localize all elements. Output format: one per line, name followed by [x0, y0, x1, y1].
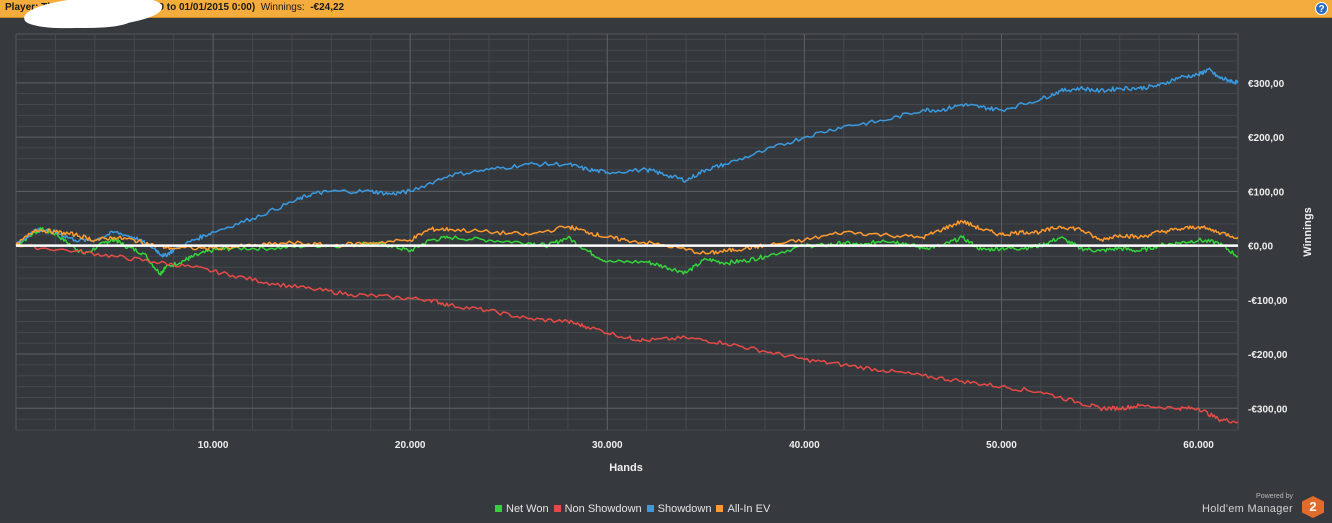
- help-icon[interactable]: ?: [1315, 2, 1328, 15]
- legend-label: Net Won: [506, 503, 549, 515]
- y-tick-label: -€300,00: [1248, 404, 1288, 415]
- legend-swatch: [716, 504, 724, 512]
- redaction-mark-lower: [40, 14, 130, 28]
- x-tick-label: 40.000: [789, 440, 820, 451]
- legend-item[interactable]: Net Won: [495, 503, 549, 515]
- y-axis-label: Winnings: [1302, 207, 1314, 256]
- branding: Powered by Hold'em Manager 2: [1184, 493, 1324, 521]
- series-all-in-ev: [15, 219, 1239, 255]
- x-tick-label: 60.000: [1183, 440, 1214, 451]
- legend-swatch: [495, 504, 502, 512]
- winnings-label: Winnings:: [260, 2, 305, 13]
- x-tick-label: 50.000: [986, 440, 1017, 451]
- legend-label: All-In EV: [727, 503, 771, 515]
- x-axis-label: Hands: [609, 462, 643, 474]
- legend-swatch: [646, 504, 654, 512]
- y-tick-label: -€200,00: [1248, 350, 1288, 361]
- y-tick-label: €300,00: [1248, 79, 1285, 90]
- legend-item[interactable]: All-In EV: [716, 503, 770, 515]
- x-tick-label: 20.000: [395, 440, 426, 451]
- legend-item[interactable]: Showdown: [646, 503, 712, 515]
- winnings-chart: €300,00 €200,00 €100,00 €0,00 -€100,00 -€200,…: [15, 33, 1314, 474]
- legend-swatch: [553, 504, 561, 512]
- x-tick-label: 30.000: [592, 440, 623, 451]
- powered-by-text: Powered by: [1256, 493, 1293, 500]
- legend-item[interactable]: Non Showdown: [553, 503, 642, 515]
- y-tick-label: -€100,00: [1248, 296, 1288, 307]
- legend-label: Non Showdown: [564, 503, 642, 515]
- player-label: Playe: [5, 2, 32, 13]
- y-tick-label: €0,00: [1248, 242, 1273, 253]
- series-net-won: [15, 226, 1239, 276]
- top-bar: Player: This year (01/01/2014 0:00 to 01…: [0, 0, 1332, 31]
- brand-logo-icon: 2: [1302, 496, 1324, 518]
- series-non-showdown: [15, 244, 1239, 424]
- series-showdown: [15, 67, 1239, 258]
- series-lines: [15, 67, 1239, 424]
- legend-label: Showdown: [657, 503, 712, 515]
- grid: [15, 33, 1239, 431]
- x-tick-labels: 10.000 20.000 30.000 40.000 50.000 60.000: [198, 440, 1215, 451]
- y-tick-labels: €300,00 €200,00 €100,00 €0,00 -€100,00 -€200,…: [1248, 79, 1288, 415]
- winnings-value: -€24,22: [310, 2, 345, 13]
- y-tick-label: €100,00: [1248, 187, 1285, 198]
- brand-name: Hold'em Manager: [1202, 503, 1293, 515]
- x-tick-label: 10.000: [198, 440, 229, 451]
- legend: Net Won Non Showdown Showdown All-In EV: [495, 503, 775, 515]
- y-tick-label: €200,00: [1248, 133, 1285, 144]
